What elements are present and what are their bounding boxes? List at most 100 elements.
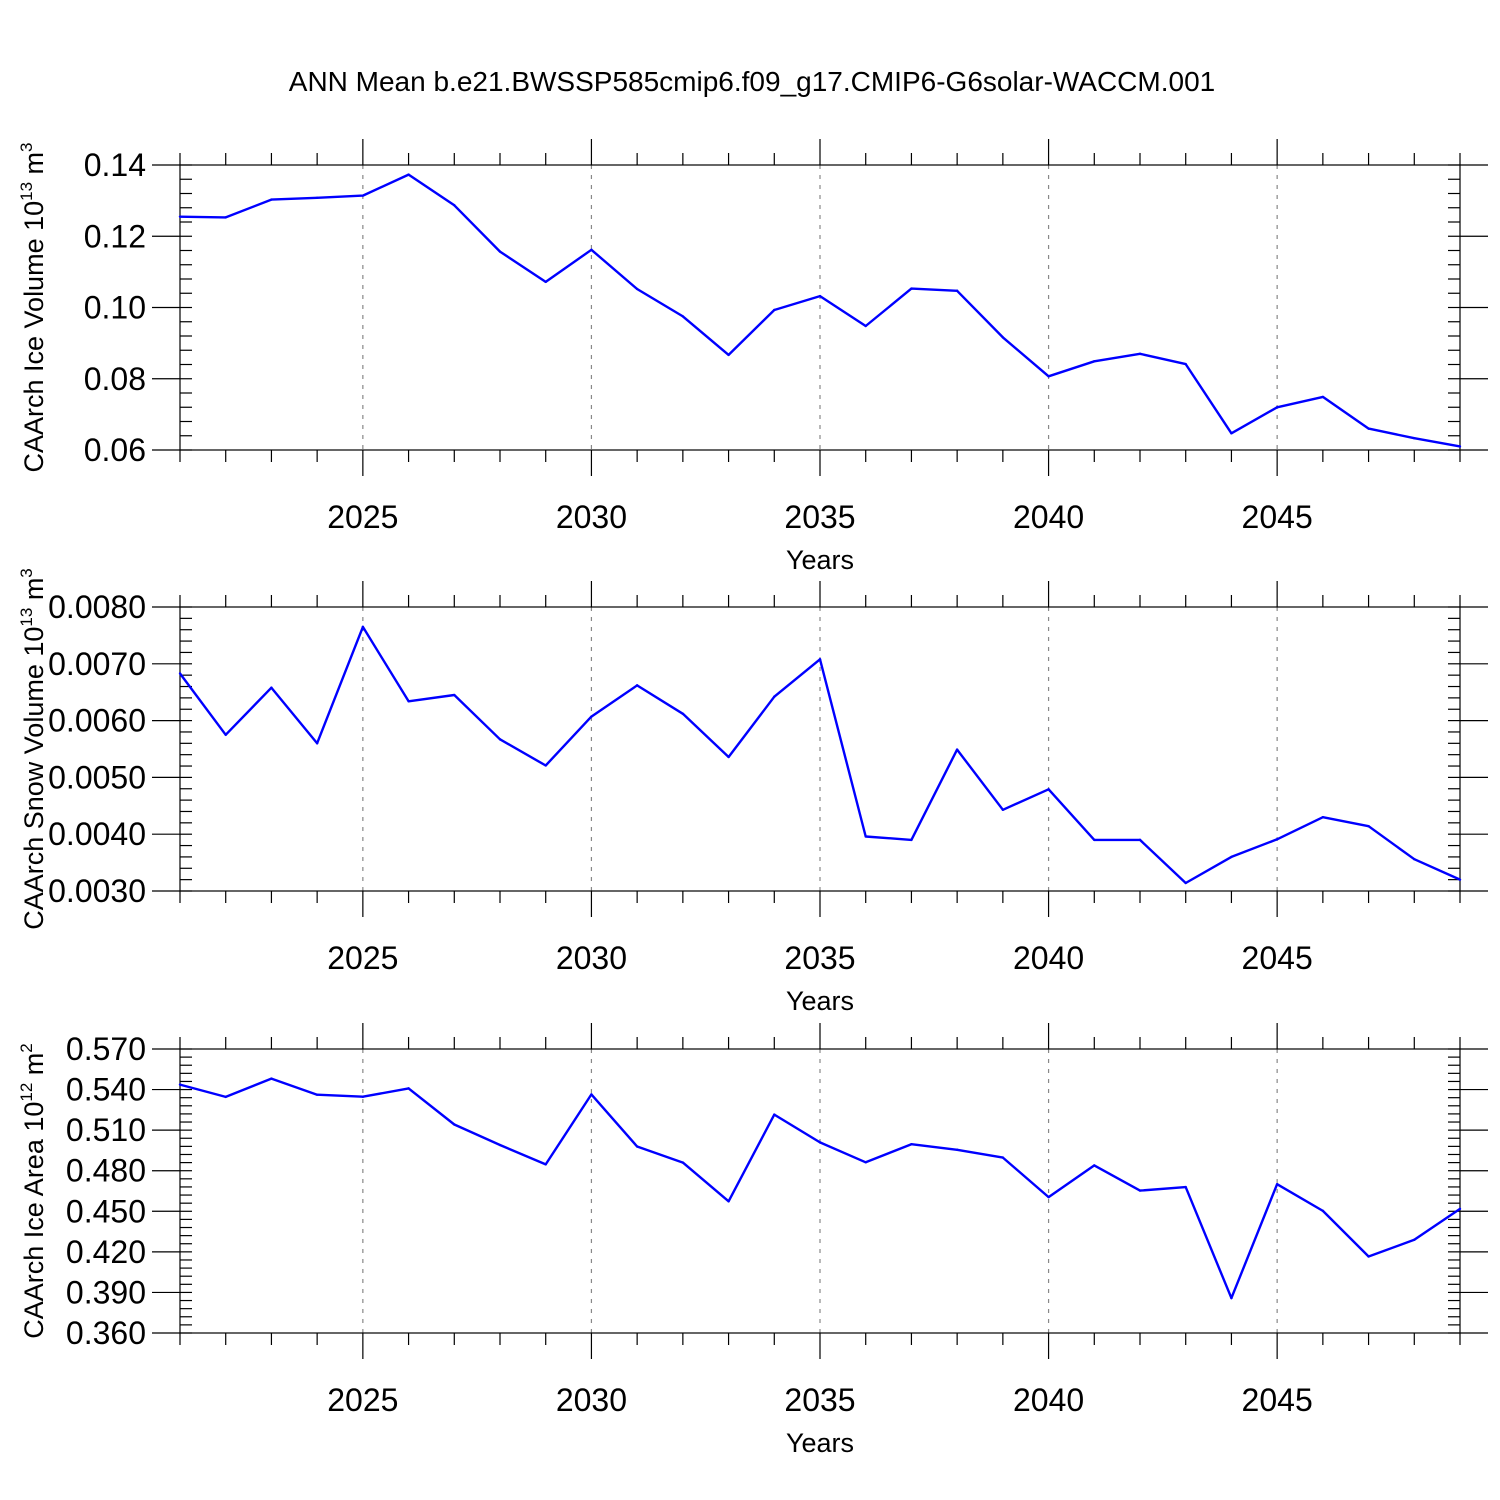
data-point [270, 1077, 273, 1080]
y-tick-label: 0.08 [84, 361, 146, 397]
data-point [818, 1141, 822, 1144]
data-point [224, 216, 227, 219]
x-tick-label: 2035 [784, 499, 855, 535]
x-axis-label: Years [786, 545, 854, 575]
data-point [544, 1163, 547, 1166]
data-point [407, 1087, 410, 1090]
data-point [955, 289, 959, 292]
data-point [773, 308, 776, 312]
data-point [1184, 362, 1187, 366]
y-tick-label: 0.390 [66, 1274, 146, 1310]
y-tick-label: 0.0080 [48, 589, 146, 625]
y-tick-label: 0.0070 [48, 646, 146, 682]
chart-panel-2: 0.0030 0.0040 0.0050 0.0060 0.0070 0.0080 2025… [17, 568, 1488, 1016]
data-point [498, 1143, 502, 1147]
data-point [1413, 1238, 1416, 1242]
data-point [1138, 838, 1142, 842]
data-point [453, 693, 456, 697]
data-point [361, 625, 365, 629]
x-tick-label: 2045 [1242, 499, 1313, 535]
data-point [315, 196, 319, 199]
data-point [590, 248, 593, 251]
x-tick-label: 2045 [1242, 940, 1313, 976]
data-point [681, 712, 685, 715]
y-tick-label: 0.450 [66, 1193, 146, 1229]
data-point [773, 695, 776, 698]
data-point [1184, 1185, 1187, 1189]
data-point [1001, 1156, 1005, 1159]
data-point [727, 755, 730, 759]
data-point [727, 1200, 730, 1203]
data-point [818, 658, 822, 661]
data-point [1047, 375, 1050, 378]
data-point [910, 838, 913, 842]
y-tick-label: 0.540 [66, 1072, 146, 1108]
y-tick-label: 0.0040 [48, 816, 146, 852]
data-point [498, 738, 502, 741]
data-point [1321, 815, 1325, 819]
data-point [1321, 1209, 1325, 1213]
x-tick-label: 2045 [1242, 1382, 1313, 1418]
y-tick-label: 0.12 [84, 218, 146, 254]
y-axis-label: CAArch Ice Area 1012 m2 [17, 1043, 49, 1339]
data-point [818, 294, 822, 298]
data-point [315, 742, 319, 745]
data-point [270, 198, 273, 201]
data-point [544, 280, 547, 284]
x-tick-label: 2040 [1013, 1382, 1084, 1418]
y-axis-label: CAArch Ice Volume 1013 m3 [17, 142, 49, 472]
data-point [1367, 825, 1370, 828]
data-point [1413, 857, 1416, 861]
data-point [1230, 855, 1233, 859]
chart-panel-3: 0.360 0.390 0.420 0.450 0.480 0.510 0.540 0.570… [17, 1023, 1488, 1458]
y-tick-label: 0.360 [66, 1315, 146, 1351]
data-point [727, 353, 730, 357]
data-point [773, 1113, 776, 1116]
chart-panel-1: 0.06 0.08 0.10 0.12 0.14 2025 2030 2035 2040 2045… [17, 139, 1488, 575]
data-point [178, 1083, 182, 1086]
x-tick-label: 2025 [327, 1382, 398, 1418]
x-tick-label: 2040 [1013, 499, 1084, 535]
x-tick-label: 2025 [327, 499, 398, 535]
x-axis-label: Years [786, 986, 854, 1016]
data-point [1230, 432, 1233, 435]
data-point [544, 764, 547, 767]
data-point [498, 250, 502, 253]
data-point [1047, 1195, 1050, 1199]
data-point [1275, 1183, 1279, 1186]
data-point [864, 835, 867, 838]
y-tick-label: 0.570 [66, 1031, 146, 1067]
y-tick-label: 0.10 [84, 290, 146, 326]
data-point [1047, 788, 1050, 791]
data-point [864, 324, 867, 328]
y-tick-label: 0.06 [84, 432, 146, 468]
data-point [635, 1145, 639, 1148]
x-tick-label: 2035 [784, 940, 855, 976]
data-point [361, 194, 365, 197]
data-point [910, 287, 913, 290]
data-point [453, 204, 456, 207]
y-tick-label: 0.0050 [48, 759, 146, 795]
data-point [1275, 406, 1279, 409]
data-point [224, 1095, 227, 1099]
data-point [955, 1148, 959, 1151]
data-point [407, 700, 410, 703]
series-line [179, 625, 1461, 885]
data-point [361, 1095, 365, 1098]
data-point [1093, 1164, 1096, 1167]
data-point [1367, 1255, 1370, 1258]
y-tick-label: 0.420 [66, 1234, 146, 1270]
data-point [407, 173, 410, 176]
data-point [590, 715, 593, 718]
y-axis-label: CAArch Snow Volume 1013 m3 [17, 568, 49, 930]
data-point [178, 672, 182, 675]
data-point [681, 1161, 685, 1164]
data-point [1138, 352, 1142, 356]
data-point [864, 1161, 867, 1164]
data-point [224, 733, 227, 736]
data-point [453, 1123, 456, 1126]
data-point [1367, 427, 1370, 430]
data-point [1458, 878, 1462, 881]
y-tick-label: 0.0060 [48, 703, 146, 739]
